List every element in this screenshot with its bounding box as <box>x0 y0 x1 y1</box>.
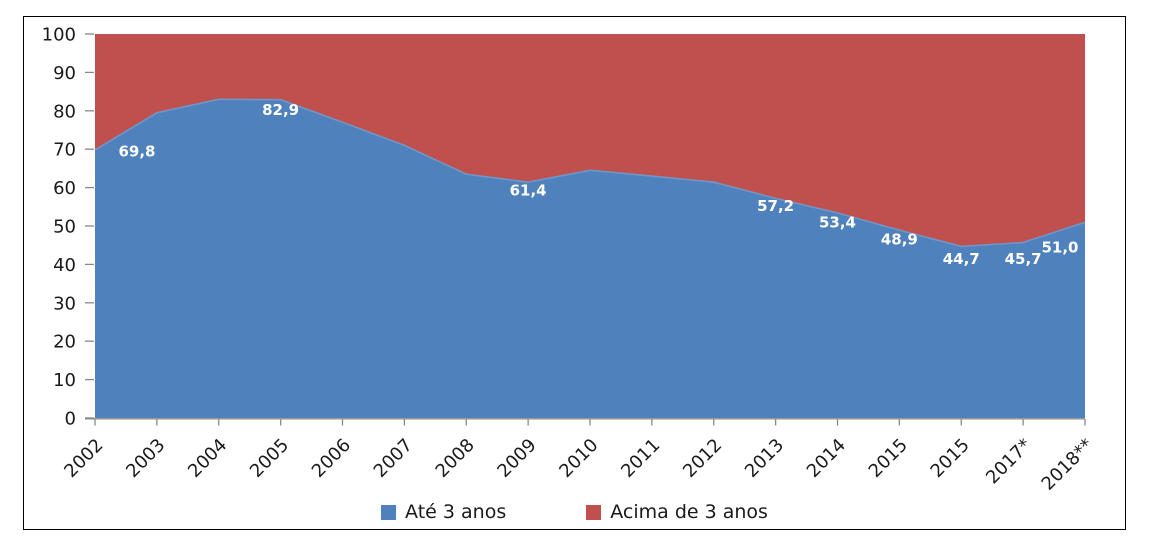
y-axis-tick-label: 0 <box>65 409 76 430</box>
y-axis-tick-label: 50 <box>53 217 76 238</box>
y-axis-tick-label: 70 <box>53 140 76 161</box>
y-axis-tick-label: 100 <box>42 25 76 46</box>
series-boundary-line <box>94 98 1086 248</box>
legend-label: Acima de 3 anos <box>610 500 768 523</box>
y-axis-tick-label: 90 <box>53 63 76 84</box>
x-axis-label: 2006 <box>308 435 355 482</box>
x-axis-label: 2008 <box>432 435 479 482</box>
area-ate-3-anos <box>95 99 1085 419</box>
y-axis-tick-label: 60 <box>53 178 76 199</box>
y-axis-tick-label: 40 <box>53 255 76 276</box>
legend: Até 3 anos Acima de 3 anos <box>23 501 1126 523</box>
area-acima-de-3-anos <box>95 34 1085 247</box>
x-axis-label: 2007 <box>370 435 417 482</box>
data-label: 82,9 <box>262 101 299 119</box>
data-label: 69,8 <box>118 142 155 160</box>
legend-swatch-blue-icon <box>381 504 397 520</box>
x-axis-label: 2018** <box>1038 435 1098 495</box>
x-axis-label: 2011 <box>617 435 664 482</box>
y-axis-tick-label: 30 <box>53 293 76 314</box>
y-axis-tick-label: 20 <box>53 332 76 353</box>
x-axis-label: 2003 <box>122 435 169 482</box>
x-axis-label: 2002 <box>60 435 107 482</box>
data-label: 44,7 <box>943 250 980 268</box>
data-label: 61,4 <box>510 182 547 200</box>
legend-swatch-red-icon <box>586 504 602 520</box>
x-axis-label: 2017* <box>982 435 1036 489</box>
legend-item-ate-3-anos: Até 3 anos <box>381 500 507 523</box>
data-label: 51,0 <box>1041 239 1078 257</box>
x-axis-label: 2009 <box>493 435 540 482</box>
legend-item-acima-de-3-anos: Acima de 3 anos <box>586 500 768 523</box>
x-axis-label: 2013 <box>741 435 788 482</box>
data-label: 57,2 <box>757 197 794 215</box>
data-label: 53,4 <box>819 213 856 231</box>
x-axis-label: 2012 <box>679 435 726 482</box>
y-axis-tick-label: 10 <box>53 370 76 391</box>
x-axis-label: 2014 <box>803 435 850 482</box>
y-axis-tick-label: 80 <box>53 101 76 122</box>
data-label: 48,9 <box>881 231 918 249</box>
x-axis-label: 2015 <box>865 435 912 482</box>
x-axis-label: 2010 <box>555 435 602 482</box>
x-axis-label: 2015 <box>927 435 974 482</box>
x-axis-label: 2004 <box>184 435 231 482</box>
legend-label: Até 3 anos <box>405 500 507 523</box>
data-label: 45,7 <box>1005 250 1042 268</box>
x-axis-label: 2005 <box>246 435 293 482</box>
